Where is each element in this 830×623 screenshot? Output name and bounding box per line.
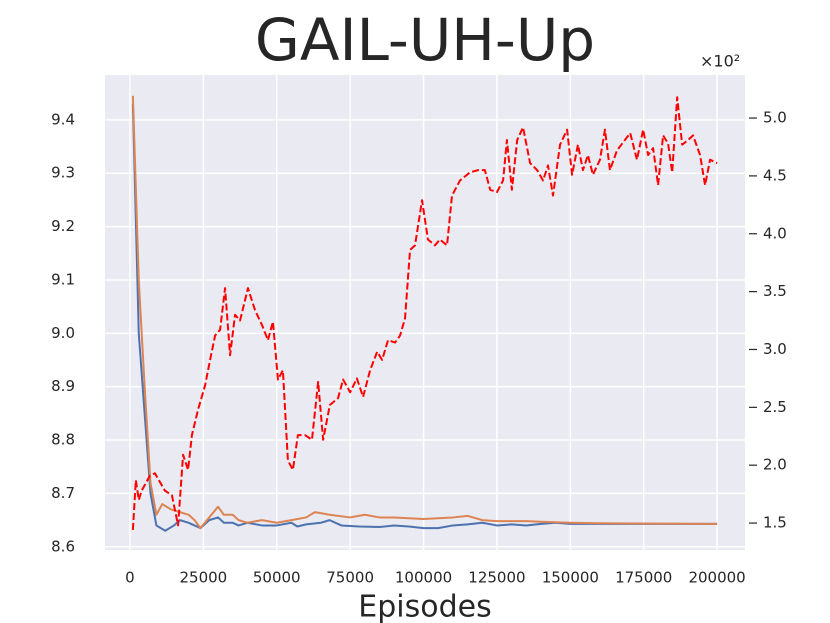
y-tick-label: 9.0 xyxy=(51,324,75,342)
y2-offset-text: ×10² xyxy=(700,52,740,71)
x-tick-label: 75000 xyxy=(326,569,374,587)
data-line xyxy=(131,95,718,530)
y-tick-label: 9.1 xyxy=(51,270,75,288)
y-tick-label: 9.2 xyxy=(51,217,75,235)
y-tick-label: 8.6 xyxy=(51,537,75,555)
chart-title: GAIL-UH-Up xyxy=(255,6,595,74)
x-tick-label: 175000 xyxy=(615,569,672,587)
y2-tick-label: 2.0 xyxy=(763,456,787,474)
x-tick-label: 50000 xyxy=(253,569,301,587)
x-tick-label: 200000 xyxy=(688,569,745,587)
x-tick-label: 150000 xyxy=(542,569,599,587)
y2-tick-label: 2.5 xyxy=(763,398,787,416)
y2-tick-label: 5.0 xyxy=(763,109,787,127)
y2-tick-label: 3.5 xyxy=(763,282,787,300)
x-tick-label: 100000 xyxy=(395,569,452,587)
y-tick-label: 8.8 xyxy=(51,431,75,449)
y2-tick-label: 4.0 xyxy=(763,224,787,242)
x-tick-label: 25000 xyxy=(179,569,227,587)
plot-area xyxy=(105,75,745,550)
y2-tick-label: 1.5 xyxy=(763,514,787,532)
x-tick-label: 0 xyxy=(125,569,135,587)
y2-tick-label: 4.5 xyxy=(763,166,787,184)
x-axis-label: Episodes xyxy=(358,590,491,623)
x-tick-label: 125000 xyxy=(468,569,525,587)
y-tick-label: 9.4 xyxy=(51,110,75,128)
y-tick-label: 8.9 xyxy=(51,377,75,395)
y-tick-label: 9.3 xyxy=(51,164,75,182)
data-line xyxy=(131,96,718,531)
y2-tick-label: 3.0 xyxy=(763,340,787,358)
y-tick-label: 8.7 xyxy=(51,484,75,502)
